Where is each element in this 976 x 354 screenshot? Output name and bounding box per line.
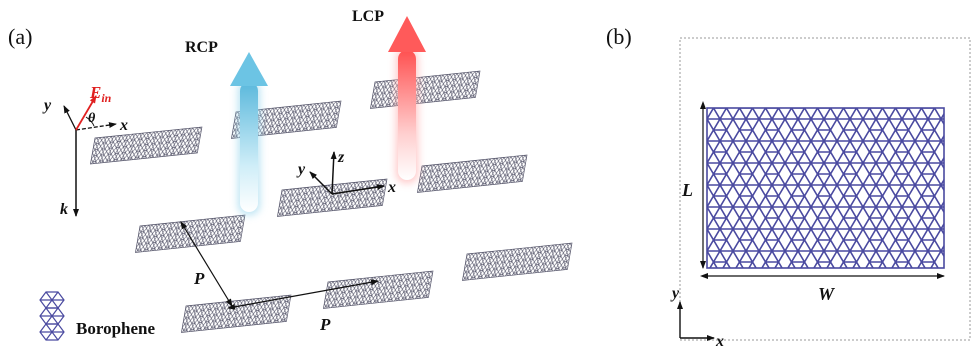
axis-z-label: z: [337, 149, 345, 166]
axis-k-label: k: [60, 201, 68, 218]
lcp-arrowhead: [388, 16, 426, 52]
dim-l-label: L: [681, 180, 693, 200]
rcp-label: RCP: [185, 39, 218, 56]
patch-4: [277, 178, 388, 217]
panel-b-axes: [677, 301, 715, 341]
axis-x-label: x: [119, 117, 128, 134]
period-label-2: P: [319, 315, 331, 334]
patch-1: [89, 126, 203, 165]
lcp-beam: [388, 16, 426, 183]
panel-b-axis-y: y: [670, 285, 680, 302]
patch-6: [135, 214, 246, 253]
panel-b-label: (b): [606, 24, 632, 49]
patch-5: [417, 154, 528, 193]
panel-a-label: (a): [8, 24, 32, 49]
rcp-arrowhead: [230, 52, 268, 86]
rcp-beam: [230, 52, 268, 215]
e-field-arrow: [75, 95, 97, 131]
axis-y2-label: y: [296, 161, 306, 178]
borophene-lattice: [707, 108, 944, 268]
patch-9: [181, 294, 292, 333]
panel-b-frame: [679, 37, 971, 341]
angle-label: θ: [88, 111, 96, 126]
borophene-legend-icon: [39, 291, 65, 341]
legend-label: Borophene: [76, 319, 155, 338]
period-arrows: [180, 221, 379, 310]
axis-y-label: y: [42, 97, 52, 114]
panel-b-axis-x: x: [715, 333, 724, 350]
patch-7: [462, 242, 573, 281]
borophene-patches: [89, 70, 573, 333]
period-label-1: P: [193, 269, 205, 288]
patch-3: [370, 70, 481, 109]
center-axes: [309, 151, 385, 195]
field-label: Ein: [89, 83, 112, 105]
axis-x2-label: x: [387, 179, 396, 196]
lcp-label: LCP: [352, 8, 384, 25]
incident-axes: [63, 95, 117, 217]
patch-8: [323, 270, 434, 309]
dim-w-label: W: [818, 284, 836, 304]
